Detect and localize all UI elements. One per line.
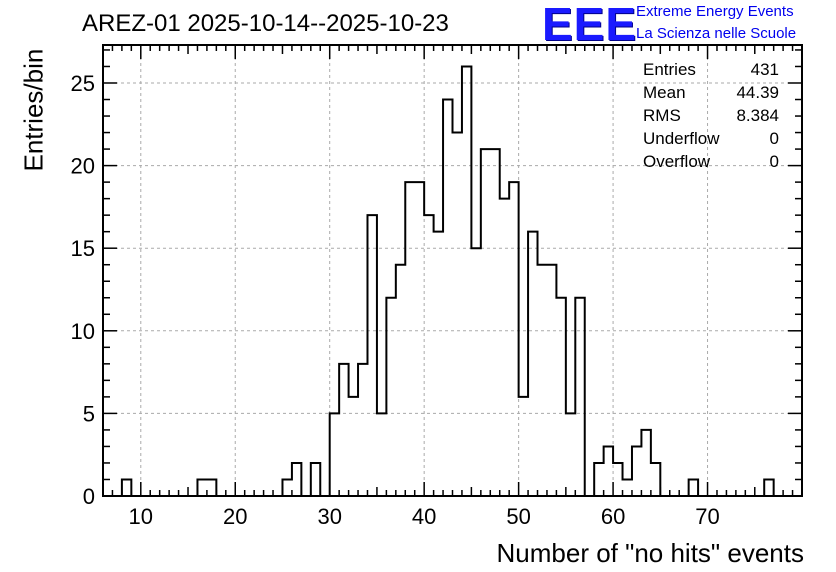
x-tick-label: 40 [412,504,436,529]
y-tick-label: 20 [71,154,95,179]
histogram-bin [623,479,632,496]
histogram-bin [443,100,452,496]
histogram-bin [462,66,471,496]
stats-overflow-value: 0 [769,152,779,171]
histogram-bin [434,232,443,496]
y-tick-label: 0 [83,484,95,509]
histogram-bin [122,479,131,496]
histogram-bin [282,479,291,496]
histogram-bin [764,479,773,496]
y-axis-label: Entries/bin [18,48,49,172]
histogram-bin [594,463,603,496]
stats-overflow-label: Overflow [643,152,711,171]
histogram-bin [613,463,622,496]
histogram-bin [197,479,206,496]
histogram-bin [651,463,660,496]
histogram-bin [490,149,499,496]
histogram-bin [538,265,547,496]
histogram-bin [330,413,339,496]
histogram-bin [566,413,575,496]
histogram-bin [207,479,216,496]
stats-rms-value: 8.384 [736,106,779,125]
histogram-bin [405,182,414,496]
x-tick-label: 20 [223,504,247,529]
y-tick-label: 15 [71,236,95,261]
histogram-bin [556,298,565,496]
histogram-bin [471,248,480,496]
stats-underflow-value: 0 [769,129,779,148]
histogram-bin [509,182,518,496]
eee-logo-icon: EEE [542,0,638,50]
stats-entries-label: Entries [643,60,696,79]
histogram-bin [396,265,405,496]
histogram-bin [453,133,462,496]
histogram-bin [339,364,348,496]
stats-mean-value: 44.39 [736,83,779,102]
chart-title: AREZ-01 2025-10-14--2025-10-23 [82,10,449,37]
x-tick-label: 60 [601,504,625,529]
logo-line-1: Extreme Energy Events [636,3,794,20]
y-tick-label: 25 [71,71,95,96]
histogram-bin [632,446,641,496]
histogram-bin [689,479,698,496]
histogram-bin [547,265,556,496]
histogram-bin [349,397,358,496]
histogram-bin [604,446,613,496]
logo-line-2: La Scienza nelle Scuole [636,25,797,42]
histogram-bin [519,397,528,496]
histogram-bin [575,298,584,496]
histogram-bin [377,413,386,496]
histogram-bin [386,298,395,496]
histogram-bin [292,463,301,496]
x-tick-label: 10 [129,504,153,529]
x-tick-label: 30 [317,504,341,529]
histogram-bin [424,215,433,496]
x-tick-label: 70 [695,504,719,529]
x-axis-label: Number of "no hits" events [496,538,805,568]
histogram-bin [311,463,320,496]
stats-mean-label: Mean [643,83,686,102]
histogram-bin [367,215,376,496]
stats-entries-value: 431 [750,60,779,79]
y-tick-label: 5 [83,401,95,426]
x-tick-label: 50 [506,504,530,529]
stats-rms-label: RMS [643,106,681,125]
stats-underflow-label: Underflow [643,129,720,148]
histogram-bin [358,364,367,496]
histogram-bin [415,182,424,496]
histogram-bin [500,199,509,496]
histogram-bin [528,232,537,496]
histogram-bin [481,149,490,496]
y-tick-label: 10 [71,319,95,344]
histogram-bin [641,430,650,496]
